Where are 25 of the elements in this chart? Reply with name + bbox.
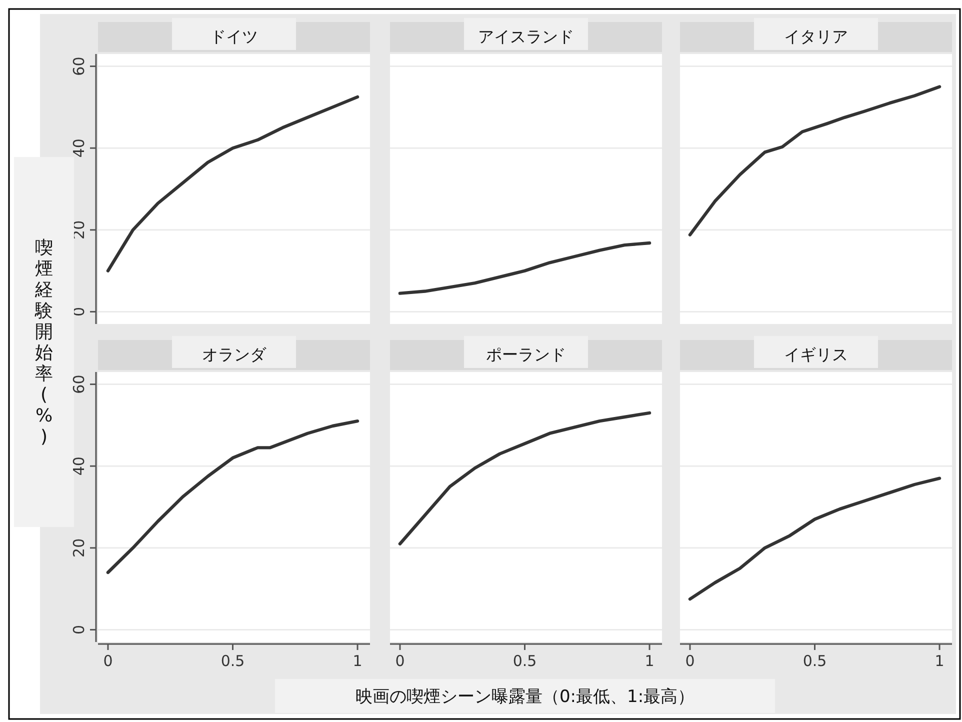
y-tick-label: 60 [70,374,88,394]
chart-title: ポーランド [486,345,566,364]
chart-title: イギリス [784,345,848,364]
y-tick-label: 40 [70,456,88,476]
x-tick-label: 0.5 [512,652,537,670]
chart-title: オランダ [202,345,267,364]
chart-title: アイスランド [478,27,574,46]
line-series [106,95,360,272]
y-tick-label: 20 [70,538,88,558]
x-tick-label: 1 [352,652,362,670]
x-axis-title: 映画の喫煙シーン曝露量（0:最低、1:最高） [355,687,695,707]
x-tick-label: 1 [934,652,944,670]
chart-title: ドイツ [210,27,258,46]
y-tick-label: 40 [70,138,88,158]
x-tick-label: 0 [685,652,695,670]
line-series [106,419,360,574]
x-tick-label: 0 [103,652,113,670]
x-tick-label: 0.5 [802,652,827,670]
chart-title: イタリア [784,27,848,46]
y-tick-label: 0 [70,624,88,634]
x-tick-label: 0 [395,652,405,670]
x-tick-label: 0.5 [220,652,245,670]
text: 喫煙経験開始率(%) [35,238,53,448]
y-tick-label: 60 [70,56,88,76]
x-tick-label: 1 [644,652,654,670]
